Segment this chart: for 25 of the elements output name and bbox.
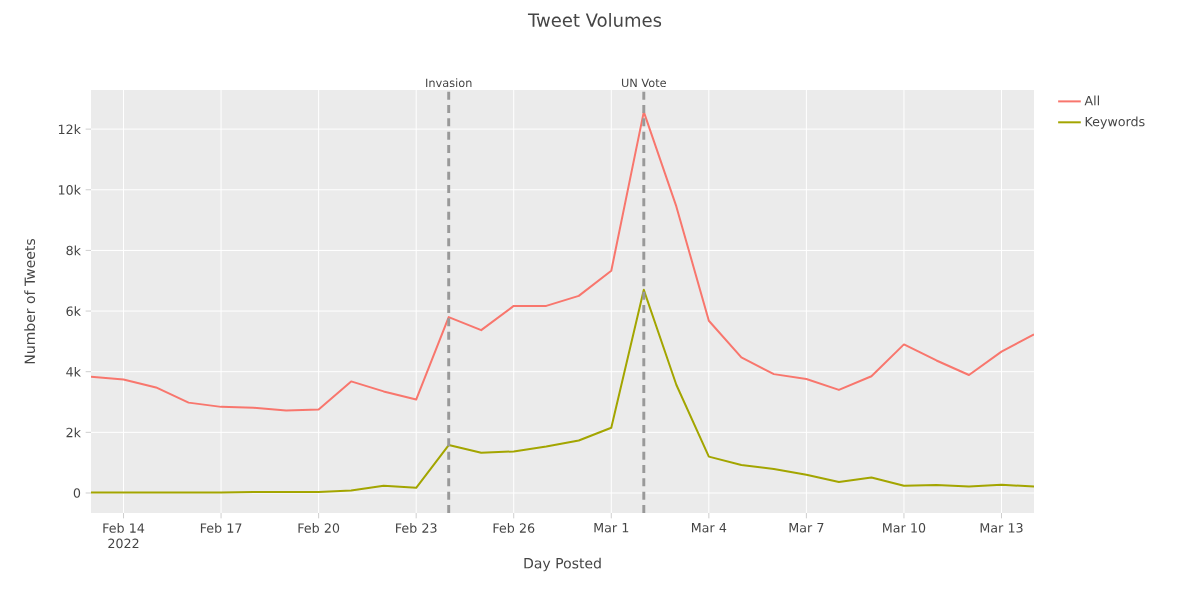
x-tick-label: Mar 7 — [789, 523, 824, 533]
x-tick-label: Feb 26 — [493, 523, 535, 533]
legend-label: Keywords — [1085, 116, 1145, 129]
x-tick-label: Feb 20 — [298, 523, 340, 533]
ref-line-label: UN Vote — [621, 78, 667, 88]
line-series — [91, 110, 1035, 412]
chart-title: Tweet Volumes — [527, 13, 662, 27]
y-tick-label: 0 — [73, 488, 81, 498]
x-tick-label: Mar 4 — [692, 523, 727, 533]
ref-line-label: Invasion — [426, 78, 472, 88]
y-tick-label: 6k — [66, 306, 81, 316]
y-tick-label: 4k — [66, 366, 81, 377]
x-tick-label: Feb 17 — [200, 523, 242, 533]
x-tick-label: Mar 1 — [594, 523, 629, 533]
x-axis-title: Day Posted — [524, 557, 601, 572]
y-tick-label: 12k — [58, 124, 81, 134]
x-tick-label: Feb 14 2022 — [103, 523, 145, 549]
x-tick-label: Feb 23 — [396, 523, 437, 533]
x-tick-label: Mar 13 — [980, 523, 1023, 533]
x-tick-label: Mar 10 — [883, 523, 926, 533]
y-tick-label: 10k — [58, 184, 81, 195]
y-tick-label: 2k — [66, 427, 81, 438]
y-tick-label: 8k — [66, 245, 81, 256]
legend-label: All — [1084, 95, 1099, 106]
y-axis-title: Number of Tweets — [24, 239, 36, 364]
